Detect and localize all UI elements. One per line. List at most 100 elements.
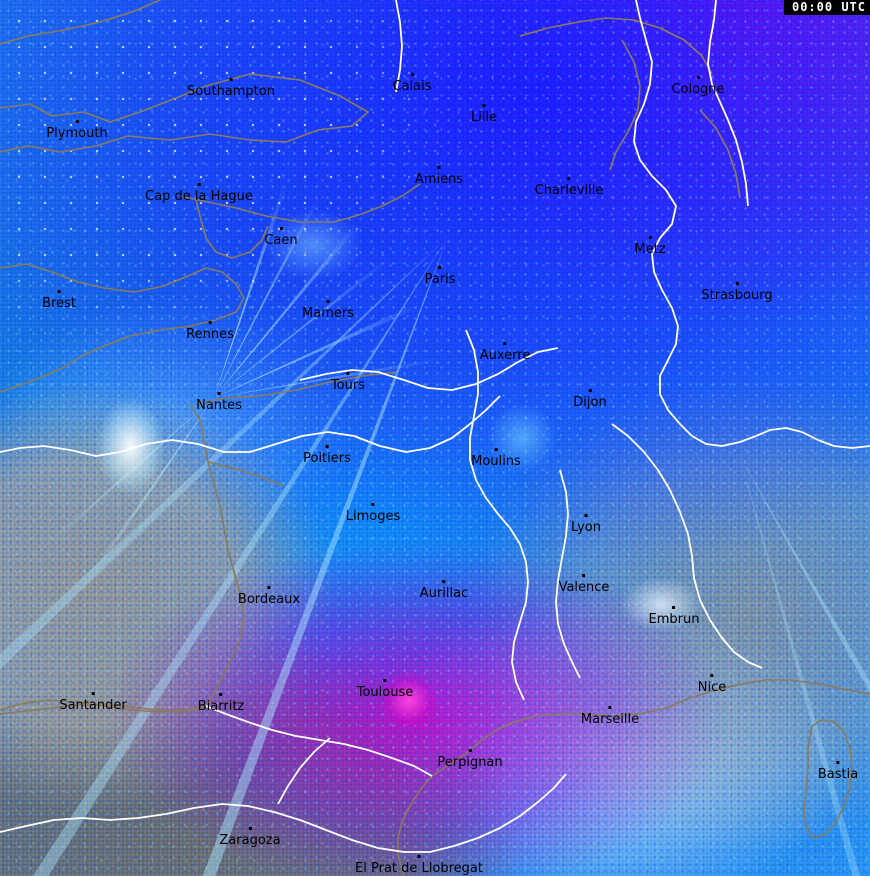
city-marker-dot-icon	[383, 679, 387, 682]
city-label-marseille: Marseille	[581, 706, 639, 726]
city-marker-dot-icon	[696, 76, 700, 79]
city-name-text: Amiens	[414, 172, 464, 187]
city-label-caen: Caen	[264, 227, 298, 248]
border-france-belgium-germany	[633, 0, 693, 437]
coastline-landes	[0, 699, 207, 713]
city-marker-dot-icon	[267, 586, 271, 589]
city-label-aurillac: Aurillac	[420, 580, 468, 600]
city-name-text: Cap de la Hague	[145, 189, 253, 204]
city-name-text: Southampton	[187, 84, 275, 99]
coastline-belgium-nl	[519, 17, 713, 75]
city-name-text: Santander	[59, 698, 127, 713]
city-name-text: Bordeaux	[237, 592, 301, 607]
city-name-text: Auxerre	[479, 348, 531, 363]
city-name-text: Brest	[42, 296, 76, 311]
national-border-group	[0, 0, 870, 853]
city-label-lille: Lille	[470, 104, 498, 125]
city-marker-dot-icon	[346, 372, 350, 375]
city-marker-dot-icon	[438, 266, 442, 269]
city-name-text: Perpignan	[437, 755, 503, 770]
timestamp-label: 00:00 UTC	[783, 0, 870, 15]
city-label-limoges: Limoges	[345, 503, 401, 524]
city-name-text: Lille	[470, 110, 498, 125]
city-label-auxerre: Auxerre	[479, 342, 531, 363]
city-marker-dot-icon	[735, 282, 739, 285]
city-label-bastia: Bastia	[818, 761, 858, 781]
city-name-text: Metz	[634, 242, 666, 257]
city-marker-dot-icon	[608, 706, 612, 709]
city-marker-dot-icon	[197, 183, 201, 186]
city-marker-dot-icon	[91, 692, 95, 695]
city-name-text: Zaragoza	[219, 833, 281, 848]
city-name-text: Calais	[392, 79, 432, 94]
city-marker-dot-icon	[57, 290, 61, 293]
city-marker-dot-icon	[326, 300, 330, 303]
city-label-charleville: Charleville	[534, 177, 604, 198]
river-loire	[195, 371, 397, 405]
city-marker-dot-icon	[229, 78, 233, 81]
city-label-bordeaux: Bordeaux	[237, 586, 301, 607]
city-label-perpignan: Perpignan	[437, 749, 503, 770]
city-marker-dot-icon	[582, 574, 586, 577]
border-germany-north	[707, 0, 749, 207]
city-label-mamers: Mamers	[302, 300, 354, 320]
city-name-text: Caen	[264, 233, 298, 248]
river-gironde	[207, 461, 285, 487]
city-label-santander: Santander	[59, 692, 127, 713]
city-marker-dot-icon	[567, 177, 571, 180]
coastline-wales	[0, 0, 161, 45]
city-label-poitiers: Poitiers	[303, 445, 351, 466]
city-label-calais: Calais	[392, 73, 432, 94]
city-name-text: Charleville	[534, 183, 604, 198]
city-marker-dot-icon	[410, 73, 414, 76]
border-auvergne	[465, 329, 529, 701]
city-marker-dot-icon	[588, 389, 592, 392]
city-label-nice: Nice	[698, 674, 726, 694]
city-label-dijon: Dijon	[573, 389, 607, 409]
coastline-gulf-of-lion	[431, 679, 870, 777]
city-label-nantes: Nantes	[196, 392, 242, 413]
border-inner-ardennes	[609, 39, 641, 171]
border-central-north	[299, 347, 559, 391]
coastline-cotentin	[195, 199, 269, 259]
coastline-brittany	[0, 263, 245, 393]
coastline-biscay	[189, 403, 245, 707]
city-label-cologne: Cologne	[671, 76, 725, 96]
coastline-cornwall	[0, 73, 369, 153]
city-marker-dot-icon	[584, 514, 588, 517]
city-marker-dot-icon	[672, 606, 676, 609]
city-name-text: Poitiers	[303, 451, 351, 466]
coastline-cantabria	[0, 703, 207, 715]
city-name-text: Lyon	[571, 520, 601, 535]
city-marker-dot-icon	[417, 855, 421, 858]
city-label-plymouth: Plymouth	[46, 120, 108, 140]
coastline-normandy	[179, 183, 421, 223]
city-label-biarritz: Biarritz	[197, 693, 245, 714]
city-marker-dot-icon	[710, 674, 714, 677]
coastline-corsica	[803, 719, 853, 839]
city-name-text: Limoges	[345, 509, 401, 524]
city-label-tours: Tours	[331, 372, 365, 392]
city-marker-dot-icon	[217, 392, 221, 395]
border-spain-inner	[0, 803, 430, 853]
city-label-toulouse: Toulouse	[356, 679, 414, 700]
city-marker-dot-icon	[437, 166, 441, 169]
city-label-paris: Paris	[424, 266, 456, 287]
city-label-brest: Brest	[42, 290, 76, 311]
city-marker-dot-icon	[208, 321, 212, 324]
city-label-embrun: Embrun	[649, 606, 699, 626]
city-name-text: Paris	[424, 272, 456, 287]
city-marker-dot-icon	[325, 445, 329, 448]
city-name-text: Toulouse	[356, 685, 414, 700]
city-name-text: Rennes	[186, 327, 234, 342]
city-marker-dot-icon	[503, 342, 507, 345]
border-france-germany-rhine	[691, 427, 870, 449]
city-name-text: Nantes	[196, 398, 242, 413]
border-inner-germany	[699, 109, 741, 199]
city-marker-dot-icon	[279, 227, 283, 230]
city-name-text: Biarritz	[197, 699, 245, 714]
city-label-el-prat-de-llobregat: El Prat de Llobregat	[355, 855, 483, 875]
city-marker-dot-icon	[836, 761, 840, 764]
